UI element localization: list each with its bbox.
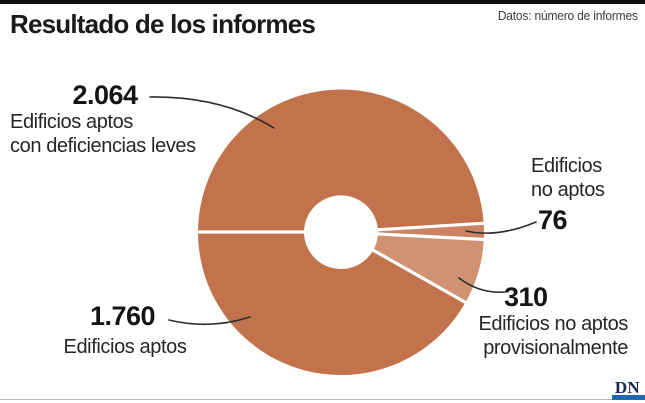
- slice-separator: [371, 248, 468, 305]
- label-no-aptos-prov-line2: provisionalmente: [483, 337, 628, 359]
- value-no-aptos: 76: [538, 205, 568, 235]
- dn-logo-bar: [612, 395, 645, 400]
- bottom-rule: [0, 399, 645, 400]
- value-no-aptos-prov: 310: [504, 282, 548, 312]
- pie-slice-aptos: [197, 232, 466, 376]
- source-note: Datos: número de informes: [498, 9, 638, 23]
- leader-line: [149, 96, 275, 129]
- label-aptos-line1: Edificios aptos: [63, 336, 187, 358]
- chart-title: Resultado de los informes: [10, 9, 316, 39]
- top-rule: [0, 0, 645, 4]
- leader-line: [465, 221, 537, 234]
- label-no-aptos-line2: no aptos: [531, 179, 605, 201]
- leader-line: [168, 316, 251, 326]
- label-aptos-leves-line1: Edificios aptos: [10, 111, 133, 133]
- slice-separator: [376, 221, 485, 232]
- value-aptos: 1.760: [89, 301, 156, 331]
- slice-separator: [376, 232, 485, 242]
- label-no-aptos-prov-line1: Edificios no aptos: [478, 313, 628, 335]
- label-aptos-leves-line2: con deficiencias leves: [10, 135, 196, 157]
- value-aptos-leves: 2.064: [72, 80, 138, 110]
- pie-slice-no-aptos-provisional: [373, 233, 484, 303]
- pie-slice-no-aptos: [377, 223, 484, 240]
- dn-logo: DN: [614, 378, 640, 397]
- label-no-aptos-line1: Edificios: [531, 155, 602, 177]
- leader-line: [458, 277, 506, 294]
